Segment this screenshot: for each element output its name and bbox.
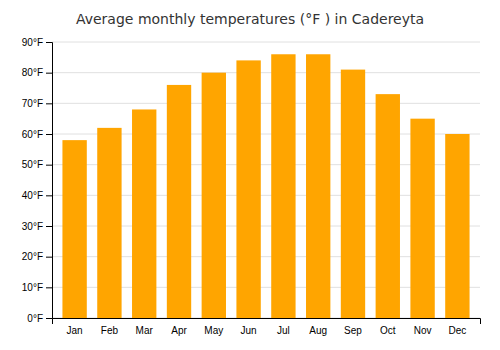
- grid: [52, 42, 480, 318]
- x-axis-line: [53, 319, 481, 325]
- x-tick-label: May: [204, 325, 223, 336]
- x-tick: Jan: [67, 325, 83, 336]
- x-tick-label: Oct: [380, 325, 396, 336]
- x-tick-label: Feb: [101, 325, 119, 336]
- x-tick: May: [204, 325, 223, 336]
- bar: [445, 134, 469, 318]
- y-tick-mark: [46, 134, 52, 135]
- plot: 0°F 10°F 20°F 30°F 40°F 50°F 60°F 70°F 80°F 90°F J…: [22, 37, 481, 336]
- x-tick: Apr: [171, 325, 187, 336]
- bar: [97, 128, 121, 318]
- x-tick: Sep: [344, 325, 362, 336]
- y-tick-label: 40°F: [22, 190, 43, 201]
- y-tick: 60°F: [22, 129, 52, 140]
- y-tick-mark: [46, 257, 52, 258]
- x-tick: Aug: [309, 325, 327, 336]
- grid-line: [52, 72, 480, 73]
- grid-line: [52, 42, 480, 43]
- y-tick-mark: [46, 103, 52, 104]
- x-tick: Jun: [241, 325, 257, 336]
- y-tick-label: 70°F: [22, 98, 43, 109]
- x-tick: Feb: [101, 325, 119, 336]
- x-tick: Mar: [136, 325, 154, 336]
- y-tick: 10°F: [22, 282, 52, 293]
- y-axis-line: [46, 43, 53, 319]
- y-tick: 50°F: [22, 159, 52, 170]
- y-tick: 90°F: [22, 37, 52, 48]
- y-tick-label: 20°F: [22, 251, 43, 262]
- y-tick: 70°F: [22, 98, 52, 109]
- y-tick: 20°F: [22, 251, 52, 262]
- y-tick-mark: [46, 226, 52, 227]
- bar: [341, 70, 365, 318]
- bar: [132, 109, 156, 318]
- marks: [62, 54, 469, 318]
- x-tick: Nov: [414, 325, 432, 336]
- y-tick-mark: [46, 287, 52, 288]
- y-tick-label: 10°F: [22, 282, 43, 293]
- chart: 0°F 10°F 20°F 30°F 40°F 50°F 60°F 70°F 80°F 90°F J…: [0, 0, 500, 350]
- y-tick-mark: [46, 195, 52, 196]
- y-tick-label: 0°F: [27, 313, 43, 324]
- x-tick: Oct: [380, 325, 396, 336]
- x-tick-label: Apr: [171, 325, 187, 336]
- x-tick: Dec: [448, 325, 466, 336]
- x-tick-label: Jun: [241, 325, 257, 336]
- x-tick-label: Sep: [344, 325, 362, 336]
- x-tick-label: Jan: [67, 325, 83, 336]
- bar: [202, 73, 226, 318]
- x-axis: Jan Feb Mar Apr May Jun Jul Aug Sep Oct Nov Dec: [53, 319, 481, 337]
- x-tick-label: Nov: [414, 325, 432, 336]
- x-tick: Jul: [277, 325, 290, 336]
- y-tick: 40°F: [22, 190, 52, 201]
- y-tick-mark: [46, 165, 52, 166]
- y-tick-label: 60°F: [22, 129, 43, 140]
- x-tick-label: Jul: [277, 325, 290, 336]
- title: Average monthly temperatures (°F ) in Ca…: [76, 11, 424, 27]
- y-tick: 80°F: [22, 67, 52, 78]
- y-tick-label: 30°F: [22, 221, 43, 232]
- y-tick-label: 50°F: [22, 159, 43, 170]
- y-tick: 30°F: [22, 221, 52, 232]
- bar: [62, 140, 86, 318]
- x-tick-label: Mar: [136, 325, 154, 336]
- x-tick-label: Dec: [448, 325, 466, 336]
- bar: [271, 54, 295, 318]
- y-tick-mark: [46, 318, 52, 319]
- bar: [376, 94, 400, 318]
- y-tick-mark: [46, 73, 52, 74]
- y-tick-label: 90°F: [22, 37, 43, 48]
- y-axis: 0°F 10°F 20°F 30°F 40°F 50°F 60°F 70°F 80°F 90°F: [22, 37, 53, 324]
- bar: [410, 119, 434, 318]
- grid-line: [52, 103, 480, 104]
- y-tick: 0°F: [27, 313, 52, 324]
- bar: [306, 54, 330, 318]
- x-tick-label: Aug: [309, 325, 327, 336]
- y-tick-label: 80°F: [22, 67, 43, 78]
- bar: [236, 60, 260, 318]
- y-tick-mark: [46, 42, 52, 43]
- bar: [167, 85, 191, 318]
